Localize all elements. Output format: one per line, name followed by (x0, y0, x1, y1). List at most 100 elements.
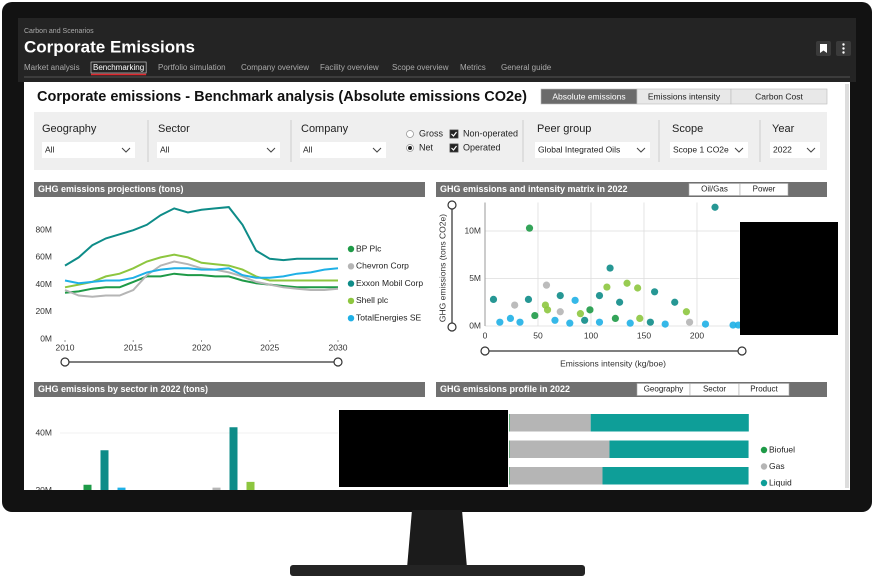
page-title: Corporate emissions - Benchmark analysis… (37, 89, 527, 105)
filter-dropdown[interactable] (535, 142, 650, 158)
scatter-point (623, 279, 631, 287)
panel-toggle[interactable] (739, 183, 789, 196)
nav-tab[interactable]: Market analysis (24, 63, 80, 72)
view-button-label: Carbon Cost (755, 91, 803, 101)
filter-value: All (303, 144, 313, 154)
legend-marker (760, 463, 768, 470)
nav-tab[interactable]: Company overview (241, 63, 309, 72)
scatter-point (685, 318, 694, 326)
panel-title: GHG emissions profile in 2022 (440, 384, 570, 394)
nav-tab[interactable]: Facility overview (320, 63, 379, 72)
scatter-point (542, 281, 551, 289)
scatter-point (571, 296, 579, 304)
x-tick-label: 2015 (124, 342, 143, 352)
checkmark (451, 145, 457, 151)
nav-tab[interactable]: General guide (501, 63, 552, 72)
scrollbar (845, 84, 849, 488)
scatter-point (671, 298, 679, 306)
range-slider-handle[interactable] (480, 346, 490, 356)
bar (229, 427, 238, 490)
scatter-point (595, 318, 604, 326)
dropdown-chevron (734, 147, 744, 153)
filter-label: Company (301, 123, 349, 135)
dashboard: 0M 20M 40M 60M 80M 2010 2015 2020 2025 2030 BP Plc… (35, 200, 795, 495)
series-line (64, 206, 338, 267)
filter-dropdown[interactable] (157, 142, 280, 158)
filter-dropdown[interactable] (300, 142, 386, 158)
legend-marker (347, 263, 355, 270)
scatter-point (581, 316, 589, 324)
x-tick-label: 200 (690, 330, 704, 340)
app-header (18, 18, 856, 82)
dropdown-chevron (266, 147, 276, 153)
filter-label: Year (772, 123, 795, 135)
scatter-point (516, 318, 524, 326)
x-tick-label: 0 (483, 330, 488, 340)
legend-label: Exxon Mobil Corp (356, 278, 423, 288)
nav-tab[interactable]: Scope overview (392, 63, 449, 72)
scatter-point (611, 314, 619, 322)
scatter-point (636, 314, 644, 322)
y-tick-label: 40M (35, 427, 52, 437)
bar-segment (509, 414, 510, 432)
filter-dropdown[interactable] (42, 142, 135, 158)
nav-tab[interactable]: Benchmarking (93, 63, 144, 72)
x-axis-title: Emissions intensity (kg/boe) (560, 358, 666, 368)
x-tick-label: 2010 (56, 342, 75, 352)
dropdown-chevron (372, 147, 382, 153)
range-slider-handle[interactable] (447, 200, 457, 210)
filter-label: Peer group (537, 123, 591, 135)
dropdown-chevron (636, 147, 646, 153)
scatter-point (551, 316, 559, 324)
x-tick-label: 2030 (329, 342, 348, 352)
range-slider-handle[interactable] (60, 357, 70, 367)
legend-marker (347, 315, 355, 322)
redacted-block (339, 410, 508, 487)
y-axis-title: GHG emissions (tons CO2e) (437, 214, 447, 322)
series-line (64, 272, 338, 294)
radio-button[interactable] (406, 130, 414, 138)
legend-marker (347, 280, 355, 287)
active-tab-outline (90, 61, 147, 74)
checkbox[interactable] (449, 129, 459, 139)
view-button-label: Absolute emissions (552, 91, 625, 101)
scatter-point (646, 318, 654, 326)
series-line (64, 253, 338, 289)
filter-panel (34, 112, 827, 170)
y-tick-label: 20M (35, 485, 52, 495)
filter-label: Scope (672, 123, 703, 135)
filter-dropdown[interactable] (670, 142, 748, 158)
scatter-point (531, 311, 539, 320)
range-slider-handle[interactable] (737, 346, 747, 356)
radio-label: Net (419, 142, 434, 152)
filter-value: 2022 (773, 144, 792, 154)
scatter-point (682, 308, 691, 316)
section-label: Carbon and Scenarios (24, 28, 94, 35)
scatter-point (566, 319, 574, 327)
scatter-point (524, 295, 533, 303)
bookmark-icon (820, 44, 827, 53)
nav-tab[interactable]: Portfolio simulation (158, 63, 226, 72)
nav-tab[interactable]: Metrics (460, 63, 486, 72)
scatter-point (543, 306, 552, 314)
filter-dropdown[interactable] (770, 142, 820, 158)
scatter-point (595, 292, 604, 300)
range-slider-handle[interactable] (333, 357, 343, 367)
panel-title: GHG emissions projections (tons) (38, 184, 184, 194)
redacted-block (740, 222, 838, 335)
dropdown-chevron (806, 147, 816, 153)
y-tick-label: 10M (464, 225, 481, 235)
scatter-point (606, 264, 614, 272)
bar (212, 487, 221, 490)
panel-toggle-label: Oil/Gas (701, 185, 728, 194)
legend-label: Chevron Corp (356, 261, 409, 271)
legend-label: TotalEnergies SE (356, 312, 422, 322)
panel-toggle[interactable] (738, 383, 790, 396)
range-slider-handle[interactable] (447, 322, 457, 332)
series-line (64, 267, 339, 285)
checkbox[interactable] (449, 143, 459, 153)
menu-icon (842, 43, 845, 54)
scatter-point (661, 320, 669, 328)
scatter-point (556, 292, 564, 300)
view-button[interactable] (730, 88, 828, 105)
